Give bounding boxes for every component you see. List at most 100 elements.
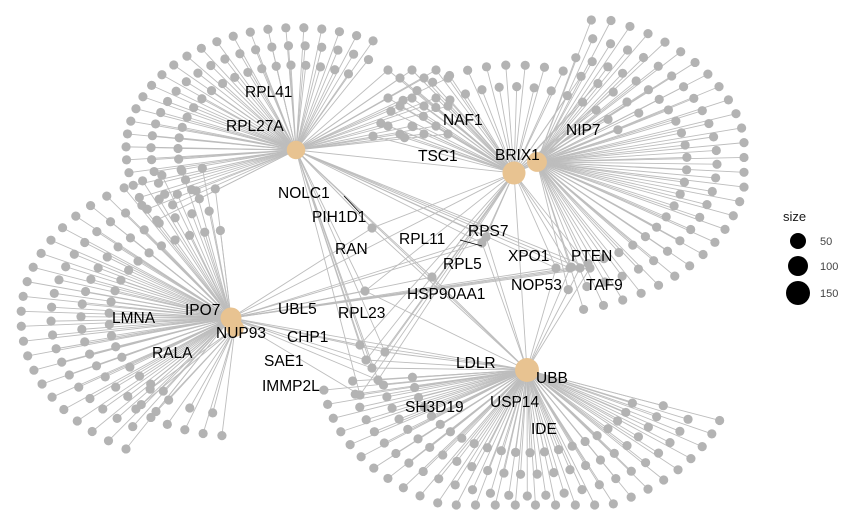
edge-connector — [485, 236, 528, 371]
leaf-node-brix1 — [412, 86, 422, 96]
edge-ipo7 — [111, 301, 232, 319]
edge-brix1 — [513, 70, 564, 174]
edge-connector — [481, 242, 528, 371]
edge-ubb — [526, 369, 555, 473]
label-ldlr: LDLR — [456, 355, 496, 372]
leaf-node-brix1 — [539, 62, 550, 72]
leaf-node-ipo7 — [119, 183, 129, 193]
leaf-node-nip7 — [739, 167, 749, 177]
edge-rpl27a — [295, 59, 369, 151]
edge-rpl27a — [186, 116, 297, 151]
leaf-node-ubb — [490, 500, 500, 510]
leaf-node-ubb — [485, 488, 496, 498]
leaf-node-ubb — [697, 442, 707, 452]
leaf-node-ubb — [686, 454, 696, 464]
leaf-node-rpl27a — [317, 24, 327, 34]
leaf-node-nip7 — [654, 94, 664, 104]
edge-connector — [526, 267, 581, 371]
leaf-node-brix1 — [577, 97, 588, 107]
edge-ubb — [526, 369, 559, 450]
leaf-node-ubb — [653, 448, 664, 458]
edge-connector — [295, 149, 557, 269]
edge-ipo7 — [127, 317, 232, 397]
edge-connector — [295, 149, 483, 244]
edge-ubb — [526, 369, 545, 452]
gene-labels: RPL41 RPL27A NAF1 NIP7 TSC1 BRIX1 NOLC1 PIH1D1 R… — [112, 84, 623, 438]
leaf-node-nip7 — [675, 189, 685, 199]
legend-title: size — [783, 209, 806, 224]
edge-connector — [230, 317, 367, 361]
edge-ubb — [418, 369, 528, 398]
leaf-node-nip7 — [571, 53, 581, 63]
leaf-node-ipo7 — [80, 337, 90, 347]
leaf-node-rpl27a — [348, 49, 359, 59]
edge-ipo7 — [33, 266, 232, 319]
leaf-node-nip7 — [649, 256, 659, 266]
edge-connector — [364, 290, 528, 371]
leaf-node-ipo7 — [154, 218, 164, 228]
leaf-node-ubb — [570, 500, 580, 510]
edge-ubb — [454, 369, 528, 486]
leaf-node-ipo7 — [77, 299, 87, 309]
leaf-node-ipo7 — [200, 227, 210, 237]
leaf-node-ubb — [622, 440, 632, 451]
edge-ipo7 — [120, 279, 232, 319]
edge-ipo7 — [148, 252, 232, 319]
hub-node-nup93 — [226, 319, 244, 337]
edge-ipo7 — [191, 213, 232, 319]
leaf-node-ipo7 — [112, 413, 122, 423]
leaf-node-rpl27a — [181, 77, 191, 87]
leaf-node-ubb — [467, 485, 478, 495]
leaf-node-brix1 — [608, 87, 618, 97]
leaf-node-shared — [383, 93, 393, 103]
leaf-node-nip7 — [723, 95, 734, 105]
label-ubb: UBB — [536, 370, 568, 387]
edge-rpl27a — [295, 125, 389, 151]
leaf-node-nip7 — [698, 249, 708, 260]
connector-node — [361, 355, 371, 365]
leaf-node-ipo7 — [29, 365, 39, 375]
edge-nip7 — [536, 20, 612, 163]
leaf-node-rpl27a — [263, 24, 273, 34]
edge-rpl27a — [179, 137, 297, 151]
leaf-node-nip7 — [660, 37, 670, 47]
leaf-node-shared — [443, 73, 453, 83]
leaf-node-nup93 — [217, 430, 227, 441]
edge-ipo7 — [208, 211, 232, 319]
leaf-node-ipo7 — [46, 316, 56, 326]
leaf-node-nip7 — [586, 15, 596, 25]
leaf-node-rpl27a — [169, 60, 179, 70]
edge-ipo7 — [81, 316, 232, 319]
leaf-node-ubb — [643, 484, 653, 494]
leaf-node-ubb — [425, 442, 435, 453]
label-hsp90aa1: HSP90AA1 — [407, 286, 485, 303]
label-nolc1: NOLC1 — [278, 185, 330, 202]
edge-ipo7 — [23, 317, 232, 342]
edge-rpl27a — [295, 97, 413, 151]
leaf-node-rpl27a — [134, 192, 144, 203]
leaf-node-nup93 — [180, 425, 190, 435]
leaf-node-ipo7 — [204, 206, 214, 216]
edge-ubb — [503, 369, 528, 474]
leaf-node-brix1 — [546, 86, 556, 96]
edge-brix1 — [447, 77, 515, 174]
leaf-node-rpl27a — [301, 60, 311, 70]
leaf-node-ipo7 — [18, 336, 29, 346]
edge-rpl27a — [182, 126, 297, 151]
edge-ipo7 — [204, 232, 232, 319]
leaf-node-ubb — [457, 433, 467, 443]
leaf-node-ubb — [643, 422, 653, 432]
leaf-node-nip7 — [714, 82, 724, 92]
leaf-node-nip7 — [695, 212, 705, 222]
leaf-node-brix1 — [418, 111, 428, 121]
edge-nip7 — [536, 26, 631, 163]
leaf-node-rpl27a — [251, 45, 261, 55]
leaf-node-nip7 — [739, 138, 749, 148]
leaf-node-rpl27a — [121, 155, 132, 165]
edge-nip7 — [536, 38, 594, 163]
edge-ubb — [526, 369, 639, 438]
leaf-node-nip7 — [712, 159, 722, 169]
leaf-node-ubb — [658, 401, 668, 411]
edge-ipo7 — [121, 317, 232, 358]
edge-rpl27a — [186, 55, 297, 151]
